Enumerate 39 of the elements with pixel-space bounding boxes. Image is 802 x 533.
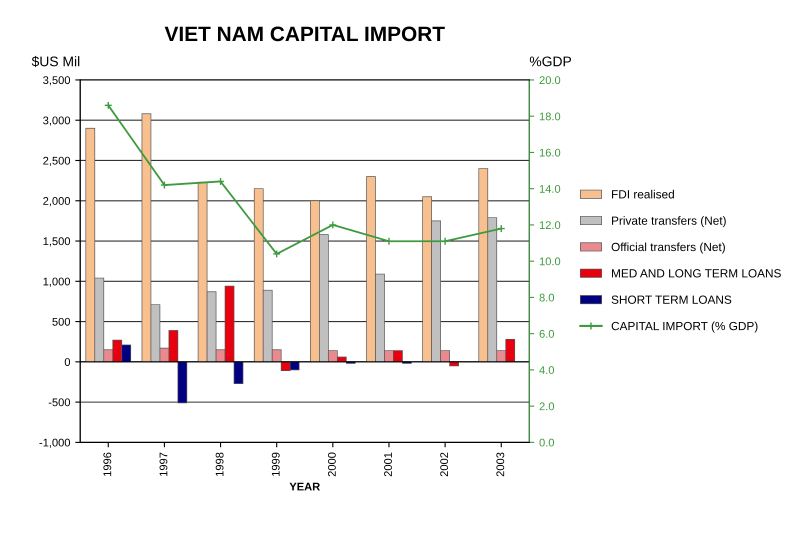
legend-label: FDI realised [612, 190, 674, 198]
x-tick-label: 2000 [328, 452, 336, 476]
y2-tick-label: 2.0 [540, 402, 554, 410]
x-tick-label: 1997 [160, 452, 168, 476]
legend-label: MED AND LONG TERM LOANS [612, 269, 781, 278]
y-tick-label: -1,000 [39, 438, 70, 448]
x-tick-label: 1999 [272, 452, 280, 476]
legend-label: CAPITAL IMPORT (% GDP) [612, 322, 758, 333]
x-tick-label: 1996 [103, 452, 112, 476]
x-tick-label: 1998 [216, 452, 224, 476]
x-tick-label: 2003 [496, 452, 504, 476]
y2-tick-label: 4.0 [539, 366, 554, 374]
y-tick-label: 1,500 [44, 237, 70, 246]
y-tick-label: 500 [52, 318, 70, 326]
legend-label: Official transfers (Net) [612, 242, 725, 254]
y2-tick-label: 14.0 [540, 184, 560, 193]
y-axis-title: $US Mil [32, 56, 80, 68]
y2-tick-label: 20.0 [540, 76, 560, 84]
y-tick-label: 0 [64, 358, 70, 366]
x-tick-label: 2001 [384, 452, 392, 476]
y2-tick-label: 18.0 [540, 112, 560, 120]
y-tick-label: 2,500 [43, 156, 70, 166]
y-tick-label: 3,000 [43, 116, 70, 126]
y-tick-label: -500 [48, 398, 70, 406]
y2-axis-title: %GDP [530, 56, 572, 66]
y-tick-label: 1,000 [44, 278, 70, 287]
y-tick-label: 3,500 [43, 76, 70, 86]
chart-title: VIET NAM CAPITAL IMPORT [164, 26, 445, 42]
y2-tick-label: 16.0 [540, 148, 560, 157]
y2-tick-label: 12.0 [540, 221, 560, 230]
x-tick-label: 2002 [440, 452, 448, 476]
y-tick-label: 2,000 [43, 197, 70, 206]
y2-tick-label: 6.0 [540, 330, 554, 338]
x-axis-title: YEAR [290, 482, 320, 490]
y2-tick-label: 0.0 [539, 438, 554, 447]
legend-label: Private transfers (Net) [612, 216, 726, 228]
y2-tick-label: 10.0 [540, 257, 560, 266]
y2-tick-label: 8.0 [540, 294, 554, 302]
legend-label: SHORT TERM LOANS [612, 296, 732, 304]
